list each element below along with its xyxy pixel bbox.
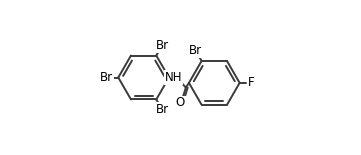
Text: O: O [176,96,185,109]
Text: Br: Br [156,39,169,52]
Text: NH: NH [165,71,182,84]
Text: Br: Br [156,103,169,116]
Text: F: F [248,76,255,89]
Text: Br: Br [189,44,203,58]
Text: Br: Br [100,71,113,84]
